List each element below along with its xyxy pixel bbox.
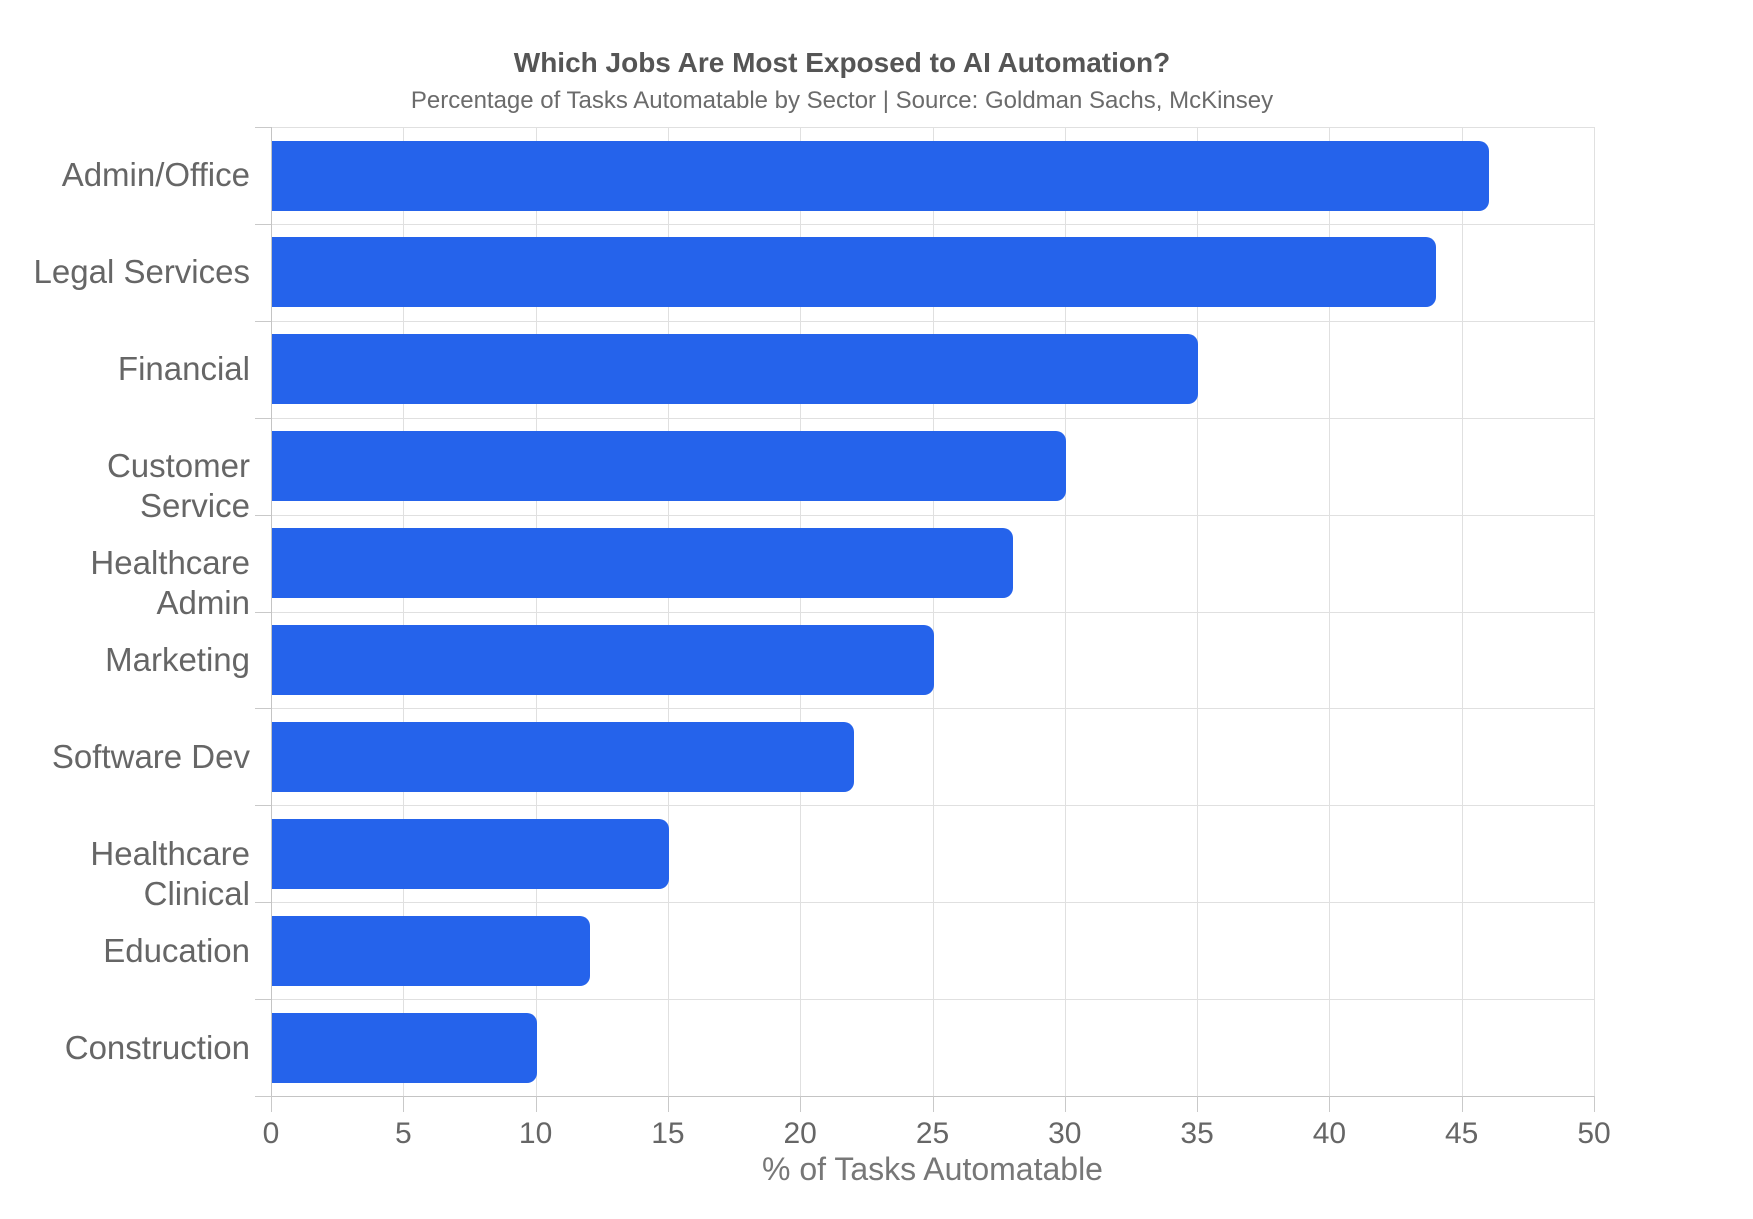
x-tick-label: 10 [518,1117,553,1150]
bar [272,431,1066,502]
h-gridline [271,223,1594,225]
x-tick-mark [667,1096,669,1112]
y-tick-mark [255,417,271,419]
h-gridline [271,417,1594,419]
x-tick-label: 50 [1577,1117,1611,1150]
h-gridline [271,999,1594,1001]
x-tick-mark [1329,1096,1331,1112]
x-tick-mark [1064,1096,1066,1112]
x-tick-label: 35 [1180,1117,1214,1150]
x-tick-mark [1594,1096,1595,1112]
y-axis-label: Admin/Office [61,156,250,194]
y-tick-mark [255,320,271,322]
y-tick-mark [255,1096,271,1097]
y-axis-label: Healthcare Clinical [90,834,250,912]
h-gridline [271,514,1594,516]
y-tick-mark [255,223,271,225]
x-tick-mark [800,1096,802,1112]
plot-area [271,127,1595,1096]
y-axis-label: Healthcare Admin [90,544,250,622]
h-gridline [271,902,1594,904]
h-gridline [271,805,1594,807]
x-tick-mark [932,1096,934,1112]
x-tick-mark [271,1096,272,1112]
bar [272,528,1013,599]
y-tick-mark [255,514,271,516]
chart-subtitle: Percentage of Tasks Automatable by Secto… [410,87,1274,114]
chart-title: Which Jobs Are Most Exposed to AI Automa… [513,47,1171,78]
x-tick-label: 25 [915,1117,950,1150]
x-tick-label: 20 [783,1117,817,1150]
bar [272,1012,537,1083]
v-gridline [1594,127,1595,1096]
y-axis-label: Construction [64,1028,250,1066]
y-axis-label: Software Dev [51,737,250,775]
x-tick-mark [1197,1096,1199,1112]
y-tick-mark [255,127,271,128]
y-axis-line [271,127,272,1097]
y-tick-mark [255,805,271,807]
h-gridline [271,708,1594,710]
y-axis-label: Education [103,931,250,969]
h-gridline [271,611,1594,613]
y-axis-label: Customer Service [106,447,250,525]
x-tick-label: 5 [394,1117,412,1150]
y-axis-label: Marketing [105,641,250,678]
x-tick-label: 40 [1312,1117,1347,1150]
bar [272,334,1199,405]
bar [272,721,855,792]
bar [272,818,669,889]
y-tick-mark [255,708,271,710]
y-axis-label: Financial [117,350,250,388]
y-axis-label: Legal Services [33,253,250,291]
x-tick-label: 15 [651,1117,685,1150]
x-tick-label: 45 [1445,1117,1479,1150]
bar [272,140,1490,211]
y-tick-mark [255,611,271,613]
y-tick-mark [255,999,271,1001]
x-tick-mark [403,1096,405,1112]
x-tick-label: 30 [1048,1117,1082,1150]
bar [272,237,1437,308]
bar [272,915,590,986]
x-axis-title: % of Tasks Automatable [762,1151,1103,1187]
x-tick-mark [1461,1096,1463,1112]
bar [272,624,934,695]
x-tick-mark [535,1096,537,1112]
h-gridline [271,127,1594,128]
x-tick-label: 0 [262,1117,280,1150]
y-tick-mark [255,902,271,904]
h-gridline [271,320,1594,322]
